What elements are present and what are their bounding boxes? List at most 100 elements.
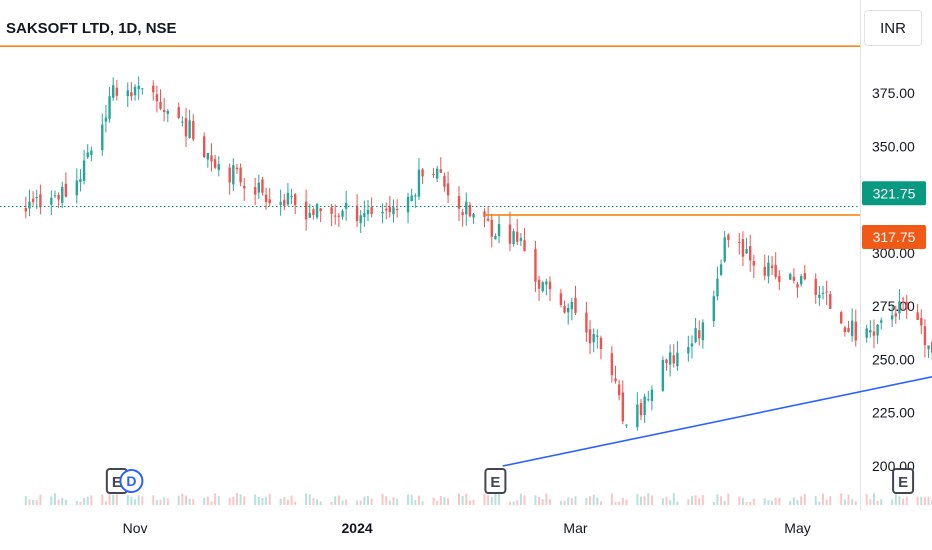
y-tick-label: 225.00 (872, 405, 915, 421)
volume-bar (640, 496, 642, 505)
candle-body (235, 167, 239, 170)
volume-bar (461, 496, 464, 505)
candle-body (472, 214, 475, 218)
volume-bar (825, 499, 828, 505)
volume-bar (774, 497, 777, 505)
volume-bar (636, 493, 639, 505)
candle-body (497, 224, 501, 236)
x-tick-label: May (784, 520, 810, 536)
candle-body (439, 169, 442, 173)
volume-bar (185, 495, 187, 505)
candle-body (639, 403, 643, 416)
candle-body (243, 185, 246, 189)
candle-body (537, 279, 541, 289)
candle-body (435, 168, 439, 179)
volume-bar (563, 500, 566, 505)
candle-body (395, 208, 399, 211)
candle-body (24, 207, 28, 212)
volume-bar (803, 493, 806, 505)
volume-bar (396, 498, 399, 505)
volume-bar (712, 501, 715, 505)
y-tick-label: 350.00 (872, 138, 915, 154)
volume-bar (672, 493, 675, 505)
event-marker-earnings[interactable]: E (892, 468, 915, 494)
volume-bar (574, 496, 577, 505)
volume-bar (920, 496, 923, 505)
candle-body (53, 195, 57, 197)
volume-bars (24, 493, 932, 505)
volume-bar (923, 497, 926, 505)
candle-body (319, 208, 322, 212)
candle-body (239, 167, 242, 183)
candle-body (665, 359, 668, 364)
volume-bar (177, 495, 180, 505)
volume-bar (541, 499, 544, 505)
candle-body (876, 324, 879, 336)
volume-bar (468, 500, 471, 505)
candle-body (286, 192, 290, 205)
candle-body (28, 201, 31, 209)
volume-bar (869, 499, 872, 505)
volume-bar (130, 496, 133, 505)
volume-bar (516, 500, 519, 505)
candle-body (341, 210, 344, 217)
currency-button[interactable]: INR (864, 10, 922, 46)
volume-bar (268, 493, 271, 505)
volume-bar (261, 497, 264, 505)
candle-body (647, 399, 650, 401)
volume-bar (330, 501, 333, 505)
volume-bar (283, 497, 286, 505)
volume-bar (192, 498, 195, 505)
candle-body (457, 196, 461, 209)
candle-body (625, 424, 628, 426)
candle-body (366, 209, 370, 215)
candle-body (137, 85, 140, 90)
volume-bar (439, 495, 442, 505)
volume-bar (155, 500, 158, 505)
candle-body (621, 392, 624, 422)
volume-bar (690, 496, 693, 505)
candle-body (264, 194, 268, 203)
candle-body (217, 164, 220, 170)
earnings-icon (892, 468, 915, 494)
candle-body (184, 118, 188, 137)
volume-bar (64, 499, 67, 505)
candle-body (253, 187, 257, 195)
candle-body (701, 322, 705, 341)
candle-body (668, 352, 672, 365)
candle-body (676, 352, 679, 367)
volume-bar (337, 495, 340, 505)
volume-bar (618, 501, 621, 505)
candle-body (315, 204, 319, 218)
candle-body (599, 337, 603, 350)
candle-body (865, 328, 868, 338)
volume-bar (643, 496, 646, 505)
candle-body (188, 120, 191, 138)
candle-body (141, 88, 144, 90)
candle-body (344, 202, 348, 209)
candle-body (468, 204, 472, 217)
volume-bar (778, 497, 781, 505)
volume-bar (188, 498, 191, 505)
candle-body (767, 262, 770, 277)
candle-body (818, 294, 821, 298)
volume-bar (741, 497, 744, 505)
volume-bar (840, 493, 843, 505)
volume-bar (818, 501, 821, 505)
event-marker-dividend[interactable]: D (119, 469, 144, 493)
volume-bar (392, 497, 395, 505)
candle-body (90, 150, 93, 156)
volume-bar (738, 496, 741, 505)
candle-body (541, 282, 544, 292)
volume-bar (203, 497, 206, 505)
event-marker-earnings[interactable]: E (484, 468, 507, 494)
volume-bar (50, 496, 53, 505)
candle-body (257, 182, 260, 193)
candle-body (789, 273, 792, 280)
candle-body (388, 206, 392, 213)
candle-body (778, 275, 781, 282)
candle-body (519, 238, 523, 241)
volume-bar (570, 498, 573, 505)
candle-body (417, 169, 421, 197)
